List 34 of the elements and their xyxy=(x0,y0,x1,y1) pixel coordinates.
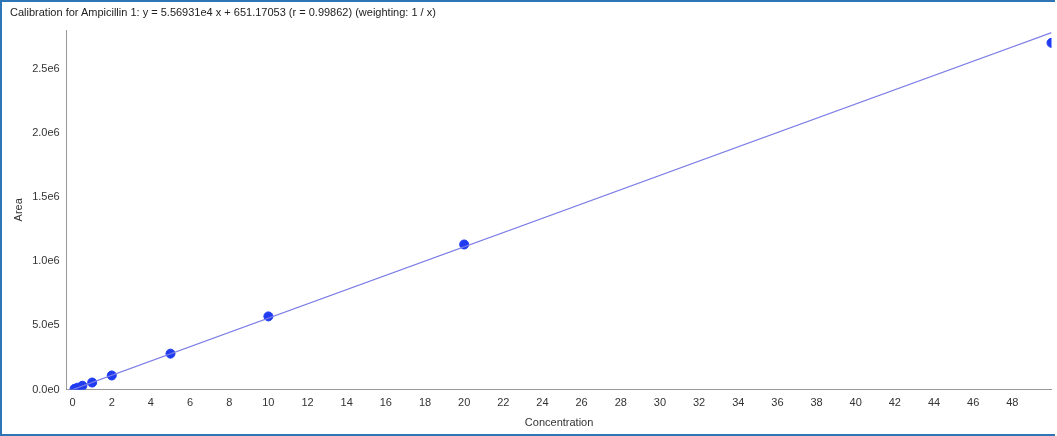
x-tick-label: 28 xyxy=(614,396,627,409)
x-tick-label: 2 xyxy=(108,396,115,409)
x-tick-label: 44 xyxy=(927,396,941,409)
y-tick-label: 0.0e0 xyxy=(32,382,60,395)
x-tick-label: 42 xyxy=(888,396,901,409)
x-tick-label: 40 xyxy=(849,396,862,409)
x-tick-label: 4 xyxy=(147,396,154,409)
x-tick-label: 38 xyxy=(810,396,823,409)
x-tick-label: 0 xyxy=(69,396,76,409)
x-tick-label: 48 xyxy=(1006,396,1019,409)
y-tick-label: 5.0e5 xyxy=(32,318,60,331)
x-tick-label: 26 xyxy=(575,396,588,409)
x-tick-label: 8 xyxy=(226,396,233,409)
x-tick-label: 18 xyxy=(418,396,432,409)
x-tick-label: 16 xyxy=(379,396,392,409)
x-tick-label: 14 xyxy=(340,396,353,409)
y-tick-label: 2.0e6 xyxy=(32,125,60,138)
x-tick-label: 12 xyxy=(301,396,314,409)
x-tick-label: 46 xyxy=(967,396,980,409)
y-tick-label: 2.5e6 xyxy=(32,61,60,74)
x-tick-label: 20 xyxy=(458,396,471,409)
y-axis-title: Area xyxy=(11,197,24,222)
x-tick-label: 6 xyxy=(187,396,194,409)
x-tick-label: 24 xyxy=(536,396,549,409)
chart-title: Calibration for Ampicillin 1: y = 5.56931e4 x + 651.17053 (r = 0.99862) (weighting: 1 / x) xyxy=(10,6,436,18)
y-tick-label: 1.0e6 xyxy=(32,254,60,267)
x-tick-label: 32 xyxy=(692,396,706,409)
y-tick-label: 1.5e6 xyxy=(32,189,60,202)
x-tick-label: 22 xyxy=(497,396,510,409)
x-tick-label: 10 xyxy=(262,396,275,409)
x-tick-label: 36 xyxy=(771,396,784,409)
x-tick-label: 30 xyxy=(653,396,667,409)
x-tick-label: 34 xyxy=(732,396,745,409)
x-axis-title: Concentration xyxy=(524,416,594,429)
